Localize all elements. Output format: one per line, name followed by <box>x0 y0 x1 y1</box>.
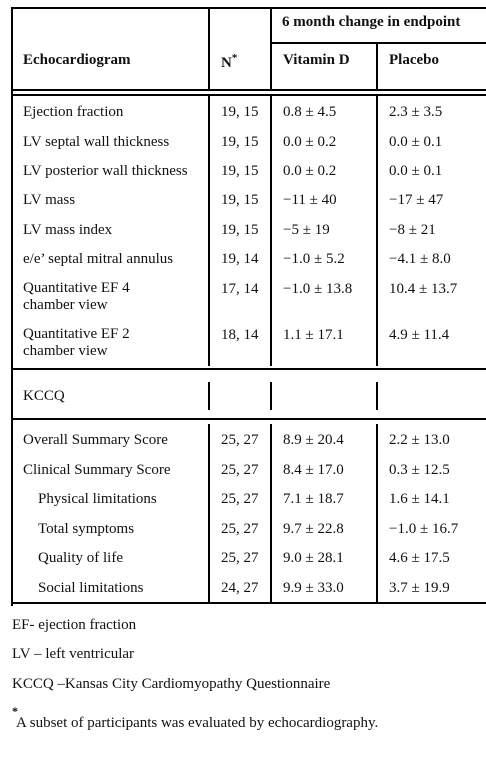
row-placebo: 1.6 ± 14.1 <box>389 491 450 507</box>
row-placebo: 0.3 ± 12.5 <box>389 462 450 478</box>
row-vitamin-d: 7.1 ± 18.7 <box>283 491 344 507</box>
results-table <box>11 7 486 606</box>
row-label: e/e’ septal mitral annulus <box>23 251 174 267</box>
kccq-section-label: KCCQ <box>23 388 65 404</box>
row-placebo: 10.4 ± 13.7 <box>389 281 458 297</box>
row-n: 19, 15 <box>221 104 259 120</box>
header-group-title: 6 month change in endpoint <box>282 14 461 30</box>
row-vitamin-d: 1.1 ± 17.1 <box>283 327 344 343</box>
col-divider-2-kccq <box>270 424 272 604</box>
row-n: 25, 27 <box>221 462 259 478</box>
asterisk-marker: * <box>231 52 238 64</box>
col-divider-2-kccq-head <box>270 382 272 410</box>
header-vitamin-d: Vitamin D <box>283 52 350 68</box>
footnote-kccq: KCCQ –Kansas City Cardiomyopathy Questio… <box>12 676 331 692</box>
header-rule <box>11 89 486 91</box>
col-divider-1-kccq <box>208 424 210 604</box>
row-n: 19, 15 <box>221 222 259 238</box>
footnote-ef: EF- ejection fraction <box>12 617 137 633</box>
row-vitamin-d: 0.0 ± 0.2 <box>283 134 337 150</box>
row-label: Quality of life <box>38 550 123 566</box>
row-label: LV mass index <box>23 222 113 238</box>
row-n: 19, 15 <box>221 134 259 150</box>
row-label: Ejection fraction <box>23 104 124 120</box>
header-placebo: Placebo <box>389 52 439 68</box>
footnote-asterisk-text: A subset of participants was evaluated b… <box>16 715 379 731</box>
row-label: Quantitative EF 4 chamber view <box>23 280 130 313</box>
row-placebo: 4.6 ± 17.5 <box>389 550 450 566</box>
row-vitamin-d: 8.9 ± 20.4 <box>283 432 344 448</box>
row-n: 19, 15 <box>221 192 259 208</box>
col-divider-3-kccq <box>376 424 378 604</box>
row-label: Social limitations <box>38 580 144 596</box>
row-label: Clinical Summary Score <box>23 462 171 478</box>
row-vitamin-d: −1.0 ± 5.2 <box>283 251 345 267</box>
header-rule-double <box>11 94 486 96</box>
row-vitamin-d: 9.7 ± 22.8 <box>283 521 344 537</box>
echo-section-rule <box>11 368 486 370</box>
row-n: 17, 14 <box>221 281 259 297</box>
row-vitamin-d: −1.0 ± 13.8 <box>283 281 353 297</box>
row-n: 19, 14 <box>221 251 259 267</box>
row-n: 25, 27 <box>221 550 259 566</box>
col-divider-1-echo <box>208 96 210 366</box>
row-placebo: −8 ± 21 <box>389 222 436 238</box>
row-label: Total symptoms <box>38 521 135 537</box>
row-vitamin-d: 9.9 ± 33.0 <box>283 580 344 596</box>
row-placebo: 2.3 ± 3.5 <box>389 104 443 120</box>
row-placebo: 3.7 ± 19.9 <box>389 580 450 596</box>
row-vitamin-d: 9.0 ± 28.1 <box>283 550 344 566</box>
row-label: Quantitative EF 2 chamber view <box>23 326 130 359</box>
row-placebo: 2.2 ± 13.0 <box>389 432 450 448</box>
row-label: Physical limitations <box>38 491 157 507</box>
row-placebo: −17 ± 47 <box>389 192 444 208</box>
table-bottom-rule <box>11 602 486 604</box>
col-divider-2-echo <box>270 96 272 366</box>
col-divider-2 <box>270 7 272 89</box>
header-echocardiogram: Echocardiogram <box>23 52 131 68</box>
footnote-lv: LV – left ventricular <box>12 646 135 662</box>
col-divider-3-echo <box>376 96 378 366</box>
row-n: 19, 15 <box>221 163 259 179</box>
group-title-rule <box>270 42 486 44</box>
row-label: LV posterior wall thickness <box>23 163 188 179</box>
row-n: 25, 27 <box>221 521 259 537</box>
row-vitamin-d: 0.8 ± 4.5 <box>283 104 337 120</box>
row-placebo: 0.0 ± 0.1 <box>389 134 443 150</box>
col-divider-1 <box>208 7 210 89</box>
row-n: 18, 14 <box>221 327 259 343</box>
row-placebo: 0.0 ± 0.1 <box>389 163 443 179</box>
col-divider-3-kccq-head <box>376 382 378 410</box>
row-placebo: −4.1 ± 8.0 <box>389 251 451 267</box>
col-divider-3 <box>376 44 378 89</box>
row-vitamin-d: −11 ± 40 <box>283 192 337 208</box>
row-label: LV mass <box>23 192 76 208</box>
footnote-asterisk-mark: * <box>12 704 18 718</box>
row-vitamin-d: 8.4 ± 17.0 <box>283 462 344 478</box>
row-label: LV septal wall thickness <box>23 134 170 150</box>
row-label: Overall Summary Score <box>23 432 168 448</box>
row-placebo: 4.9 ± 11.4 <box>389 327 450 343</box>
header-n: N* <box>221 52 238 72</box>
row-n: 25, 27 <box>221 432 259 448</box>
row-vitamin-d: 0.0 ± 0.2 <box>283 163 337 179</box>
kccq-section-rule <box>11 418 486 420</box>
row-vitamin-d: −5 ± 19 <box>283 222 330 238</box>
row-n: 25, 27 <box>221 491 259 507</box>
row-placebo: −1.0 ± 16.7 <box>389 521 459 537</box>
col-divider-1-kccq-head <box>208 382 210 410</box>
row-n: 24, 27 <box>221 580 259 596</box>
